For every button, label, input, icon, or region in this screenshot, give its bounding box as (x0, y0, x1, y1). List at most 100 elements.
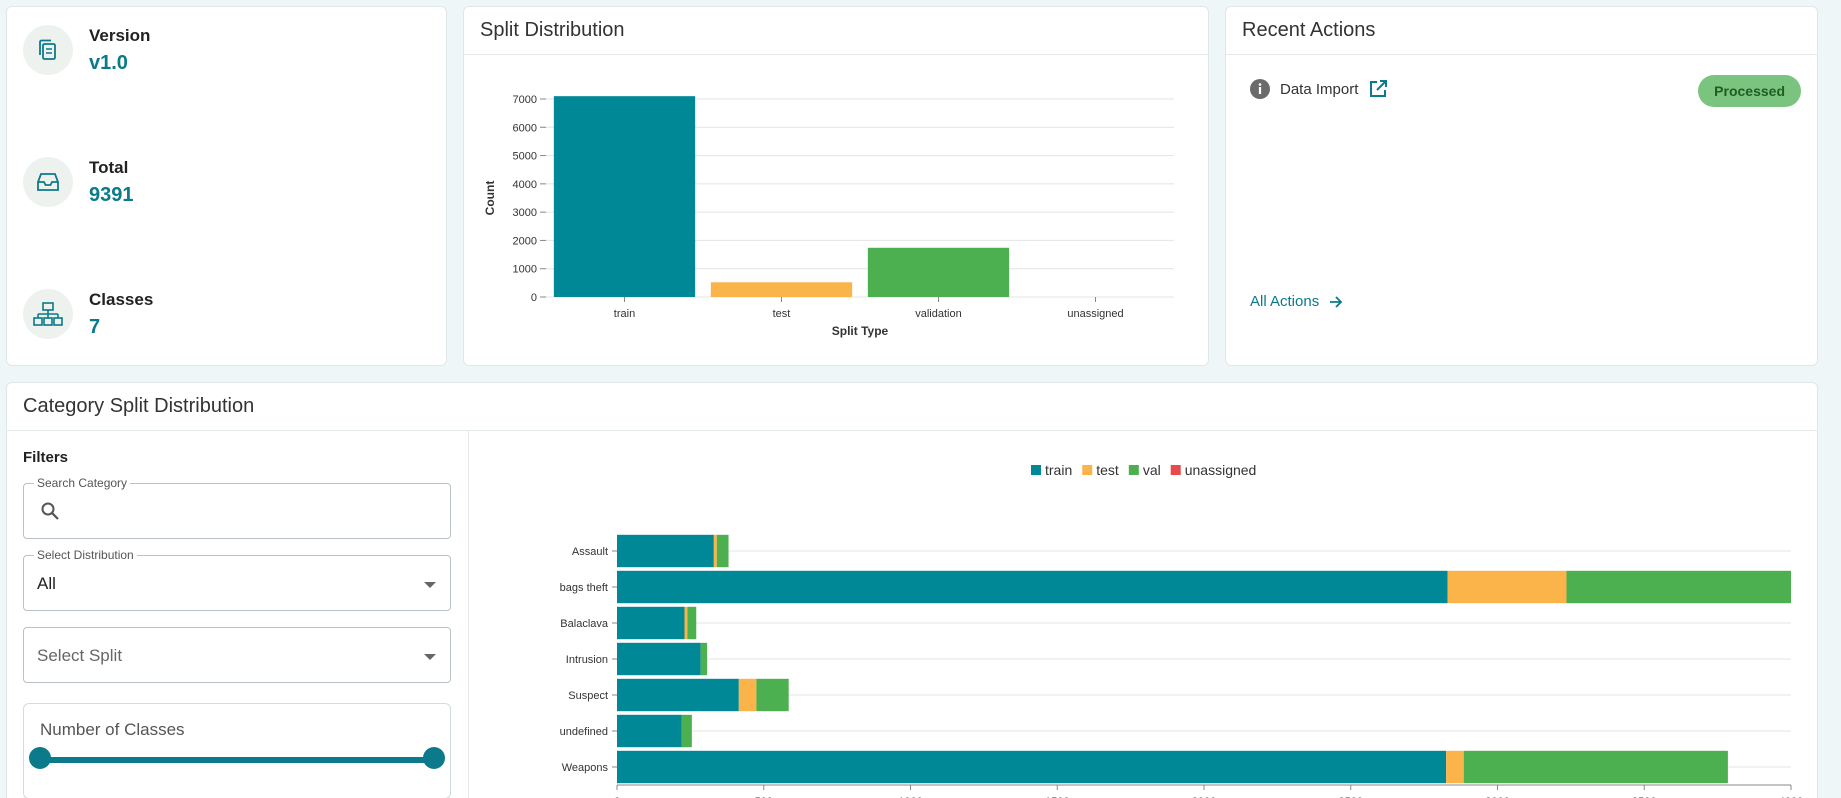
action-name: Data Import (1280, 80, 1359, 98)
bar-train (617, 750, 1447, 784)
x-tick-label: 1500 (1045, 796, 1069, 798)
bar-val (716, 534, 729, 568)
x-tick-label: 1000 (898, 796, 922, 798)
bar-val (681, 714, 692, 748)
y-tick-label: 6000 (513, 122, 537, 134)
bar-validation (867, 247, 1010, 297)
y-tick-label: Suspect (568, 690, 608, 702)
stat-value: v1.0 (89, 52, 128, 74)
bar-train (617, 714, 682, 748)
chevron-down-icon (424, 654, 436, 660)
hierarchy-tree-icon (23, 289, 73, 339)
number-of-classes-slider: Number of Classes (23, 703, 451, 798)
y-tick-label: 4000 (513, 179, 537, 191)
x-tick-label: train (614, 308, 635, 320)
split-placeholder: Select Split (37, 646, 123, 665)
y-tick-label: 5000 (513, 151, 537, 163)
y-tick-label: 1000 (513, 264, 537, 276)
x-tick-label: 3500 (1632, 796, 1656, 798)
inbox-tray-icon (23, 157, 73, 207)
y-tick-label: Assault (572, 546, 608, 558)
bar-test (1446, 750, 1464, 784)
x-tick-label: unassigned (1067, 308, 1123, 320)
split-distribution-chart: 0 1000 2000 3000 4000 5000 6000 7000 train test va… (483, 94, 1174, 338)
bar-train (617, 678, 739, 712)
recent-actions-card: Recent Actions Data Import Processed All… (1225, 6, 1818, 366)
bar-val (1463, 750, 1728, 784)
filters-title: Filters (23, 449, 69, 466)
legend-label-test: test (1096, 462, 1119, 478)
legend-label-train: train (1045, 462, 1072, 478)
card-title: Split Distribution (464, 7, 1208, 55)
legend-swatch-test (1082, 465, 1093, 475)
stat-label: Version (89, 26, 151, 45)
y-tick-label: Weapons (562, 762, 609, 774)
legend-swatch-train (1031, 465, 1041, 475)
x-tick-label: test (773, 308, 791, 320)
select-split-dropdown[interactable]: Select Split (23, 627, 451, 683)
y-tick-label: 0 (531, 292, 537, 304)
stat-value: 7 (89, 316, 101, 338)
x-tick-label: validation (915, 308, 961, 320)
split-distribution-card: Split Distribution 0 1000 2000 3000 4000 5000… (463, 6, 1209, 366)
category-split-card: Category Split Distribution Filters Sear… (6, 382, 1818, 798)
distribution-value: All (37, 574, 56, 593)
legend-swatch-unassigned (1170, 465, 1181, 475)
legend-swatch-val (1128, 465, 1139, 475)
y-tick-label: Intrusion (566, 654, 608, 666)
search-category-field[interactable]: Search Category (23, 476, 451, 539)
bar-train (617, 606, 685, 640)
category-split-chart: train test val unassigned 0 500 1000 1500 2000 25… (560, 462, 1804, 798)
y-tick-label: undefined (560, 726, 608, 738)
slider-track[interactable] (40, 757, 434, 763)
x-tick-label: 3000 (1485, 796, 1509, 798)
bar-test (738, 678, 757, 712)
bar-train (553, 96, 696, 297)
field-legend: Search Category (34, 476, 131, 490)
bar-test (1447, 570, 1567, 604)
field-legend: Select Distribution (34, 548, 137, 562)
chart-legend: train test val unassigned (1031, 462, 1256, 478)
stat-label: Classes (89, 290, 154, 309)
slider-thumb-max[interactable] (423, 747, 445, 769)
copy-documents-icon (23, 25, 73, 75)
arrow-right-icon (1329, 295, 1343, 308)
x-tick-label: 500 (755, 796, 773, 798)
x-tick-label: 4000 (1779, 796, 1803, 798)
x-tick-label: 2500 (1339, 796, 1363, 798)
chevron-down-icon (424, 582, 436, 588)
all-actions-label: All Actions (1250, 293, 1320, 310)
card-title: Recent Actions (1226, 7, 1817, 55)
bar-train (617, 570, 1448, 604)
stat-value: 9391 (89, 184, 134, 206)
stat-classes: Classes 7 (23, 289, 153, 339)
x-axis-label: Split Type (832, 324, 889, 338)
legend-label-val: val (1143, 462, 1161, 478)
card-title: Category Split Distribution (7, 383, 1817, 431)
legend-label-unassigned: unassigned (1185, 462, 1257, 478)
bar-test (713, 534, 717, 568)
info-icon[interactable] (1250, 79, 1270, 99)
select-distribution-dropdown[interactable]: Select Distribution All (23, 548, 451, 611)
bar-test (684, 606, 688, 640)
stat-total: Total 9391 (23, 157, 134, 207)
filters-pane: Filters Search Category Select Distribut… (7, 431, 469, 798)
y-axis-label: Count (483, 181, 497, 216)
stat-version: Version v1.0 (23, 25, 150, 75)
search-icon (40, 501, 60, 521)
bar-train (617, 534, 714, 568)
slider-thumb-min[interactable] (29, 747, 51, 769)
bar-val (687, 606, 697, 640)
external-link-icon[interactable] (1368, 79, 1388, 99)
bar-val (700, 642, 708, 676)
stats-card: Version v1.0 Total 9391 Classes 7 (6, 6, 447, 366)
bar-test (710, 282, 853, 297)
slider-label: Number of Classes (40, 720, 185, 739)
y-tick-label: bags theft (560, 582, 608, 594)
y-tick-label: 7000 (513, 94, 537, 106)
y-tick-label: 3000 (513, 207, 537, 219)
status-badge: Processed (1698, 75, 1801, 107)
y-tick-label: Balaclava (560, 618, 609, 630)
all-actions-link[interactable]: All Actions (1250, 293, 1343, 310)
y-tick-label: 2000 (513, 235, 537, 247)
